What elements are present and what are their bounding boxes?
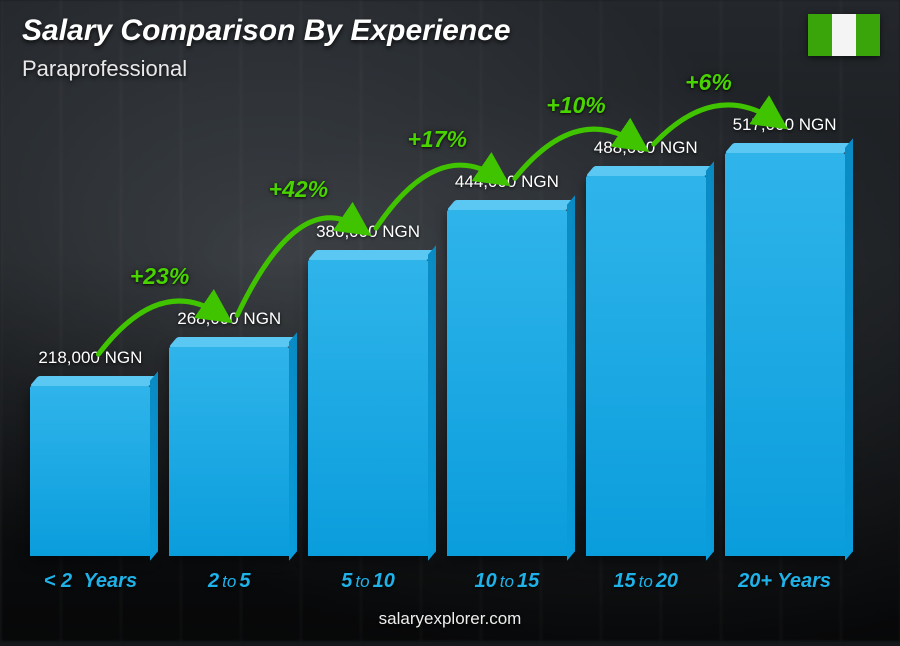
xlabel-a: 15 — [613, 570, 635, 592]
xlabel-b: 10 — [373, 570, 395, 592]
bar-value-label: 218,000 NGN — [38, 348, 142, 368]
bar-wrap: 268,000 NGN — [169, 120, 290, 556]
x-label-2: 5to10 — [308, 570, 429, 593]
xlabel-a: 5 — [341, 570, 352, 592]
flag-stripe-1 — [808, 14, 832, 56]
x-label-1: 2to5 — [169, 570, 290, 593]
xlabel-to: to — [636, 572, 656, 591]
xlabel-suffix: Years — [78, 570, 137, 592]
x-axis-labels: < 2 Years 2to5 5to10 10to15 15to20 20+ Y… — [30, 570, 845, 593]
xlabel-a: 2 — [61, 570, 72, 592]
bar-chart: 218,000 NGN 268,000 NGN 380,000 NGN 444,… — [30, 120, 845, 556]
footer-credit: salaryexplorer.com — [0, 609, 900, 629]
xlabel-a: 20+ — [738, 570, 772, 592]
bar-2: 380,000 NGN — [308, 260, 428, 556]
bar-value-label: 488,000 NGN — [594, 138, 698, 158]
bar-wrap: 488,000 NGN — [585, 120, 706, 556]
bar-4: 488,000 NGN — [586, 176, 706, 556]
bar-wrap: 380,000 NGN — [308, 120, 429, 556]
chart-subtitle: Paraprofessional — [22, 56, 187, 82]
chart-title: Salary Comparison By Experience — [22, 14, 511, 47]
x-label-5: 20+ Years — [724, 570, 845, 593]
xlabel-to: to — [497, 572, 517, 591]
bars-container: 218,000 NGN 268,000 NGN 380,000 NGN 444,… — [30, 120, 845, 556]
bar-value-label: 380,000 NGN — [316, 222, 420, 242]
xlabel-b: 5 — [239, 570, 250, 592]
bar-value-label: 517,000 NGN — [733, 115, 837, 135]
bar-wrap: 517,000 NGN — [724, 120, 845, 556]
flag-stripe-3 — [856, 14, 880, 56]
bar-value-label: 268,000 NGN — [177, 309, 281, 329]
xlabel-prefix: < — [44, 570, 61, 592]
bar-value-label: 444,000 NGN — [455, 172, 559, 192]
xlabel-to: to — [352, 572, 372, 591]
bar-5: 517,000 NGN — [725, 153, 845, 556]
xlabel-to: to — [219, 572, 239, 591]
flag-stripe-2 — [832, 14, 856, 56]
x-label-0: < 2 Years — [30, 570, 151, 593]
xlabel-b: 20 — [656, 570, 678, 592]
xlabel-b: 15 — [517, 570, 539, 592]
xlabel-a: 10 — [475, 570, 497, 592]
bar-1: 268,000 NGN — [169, 347, 289, 556]
xlabel-suffix: Years — [772, 570, 831, 592]
bar-wrap: 444,000 NGN — [446, 120, 567, 556]
country-flag-nigeria — [808, 14, 880, 56]
bar-3: 444,000 NGN — [447, 210, 567, 556]
bar-0: 218,000 NGN — [30, 386, 150, 556]
xlabel-a: 2 — [208, 570, 219, 592]
x-label-4: 15to20 — [585, 570, 706, 593]
x-label-3: 10to15 — [446, 570, 567, 593]
bar-wrap: 218,000 NGN — [30, 120, 151, 556]
